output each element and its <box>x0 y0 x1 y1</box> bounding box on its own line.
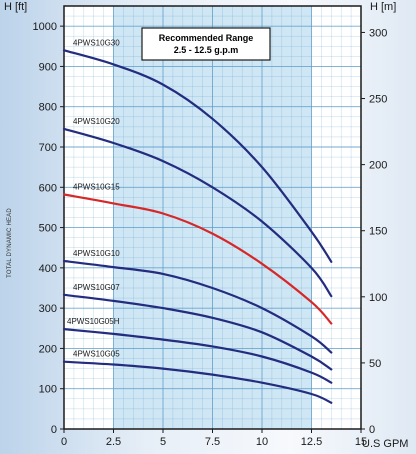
recommended-range-box-frame <box>141 27 271 61</box>
y-left-tick-label: 300 <box>39 303 57 315</box>
x-tick-label: 12.5 <box>301 436 322 448</box>
x-tick-label: 5 <box>160 436 166 448</box>
pump-curve-line <box>62 360 333 404</box>
recommended-range-line1: Recommended Range <box>159 33 254 43</box>
curve-label: 4PWS10G30 <box>73 38 120 47</box>
pump-curve-line <box>62 49 333 263</box>
curve-label: 4PWS10G05 <box>73 350 120 359</box>
y-right-tick-label: 50 <box>369 358 381 370</box>
curve-label: 4PWS10G10 <box>73 249 120 258</box>
curve-labels: 4PWS10G30 4PWS10G20 4PWS10G15 4PWS10G10 4PWS… <box>67 38 120 358</box>
pump-curve-line <box>62 127 333 298</box>
y-right-tick-label: 300 <box>369 27 387 39</box>
y-left-tick-label: 700 <box>39 142 57 154</box>
y-left-tick-label: 0 <box>51 424 57 436</box>
pump-curve-line <box>62 193 333 325</box>
x-axis-title: U.S GPM <box>362 438 408 450</box>
y-right-tick-label: 0 <box>369 424 375 436</box>
y-right-tick-label: 200 <box>369 160 387 172</box>
y-right-tick-label: 250 <box>369 94 387 106</box>
pump-curves <box>62 49 333 404</box>
y-right-axis-title: H [m] <box>370 1 396 13</box>
pump-curve-line <box>62 259 333 354</box>
curve-label: 4PWS10G05H <box>67 317 120 326</box>
y-left-tick-label: 600 <box>39 182 57 194</box>
pump-curve-line <box>62 328 333 384</box>
y-right-tick-label: 100 <box>369 292 387 304</box>
x-tick-label: 10 <box>256 436 268 448</box>
y-right-tick-label: 150 <box>369 226 387 238</box>
y-left-tick-label: 900 <box>39 61 57 73</box>
x-tick-label: 7.5 <box>205 436 220 448</box>
y-left-tick-label: 400 <box>39 263 57 275</box>
recommended-range-line2: 2.5 - 12.5 g.p.m <box>174 45 239 55</box>
y-left-tick-label: 800 <box>39 102 57 114</box>
x-tick-label: 0 <box>61 436 67 448</box>
recommended-range-box: Recommended Range 2.5 - 12.5 g.p.m <box>141 27 271 61</box>
y-left-tick-label: 100 <box>39 384 57 396</box>
curve-label: 4PWS10G15 <box>73 183 120 192</box>
curve-label: 4PWS10G07 <box>73 283 120 292</box>
x-tick-label: 15 <box>355 436 367 448</box>
y-left-tick-label: 200 <box>39 343 57 355</box>
y-left-tick-label: 500 <box>39 223 57 235</box>
curve-label: 4PWS10G20 <box>73 117 120 126</box>
side-axis-title: TOTAL DYNAMIC HEAD <box>7 208 13 278</box>
axis-ticks: 0 2.5 5 7.5 10 12.5 15010020030040050060070080… <box>33 21 388 448</box>
x-tick-label: 2.5 <box>106 436 121 448</box>
y-left-axis-title: H [ft] <box>4 1 27 13</box>
y-left-tick-label: 1000 <box>33 21 57 33</box>
pump-curve-line <box>62 293 333 371</box>
